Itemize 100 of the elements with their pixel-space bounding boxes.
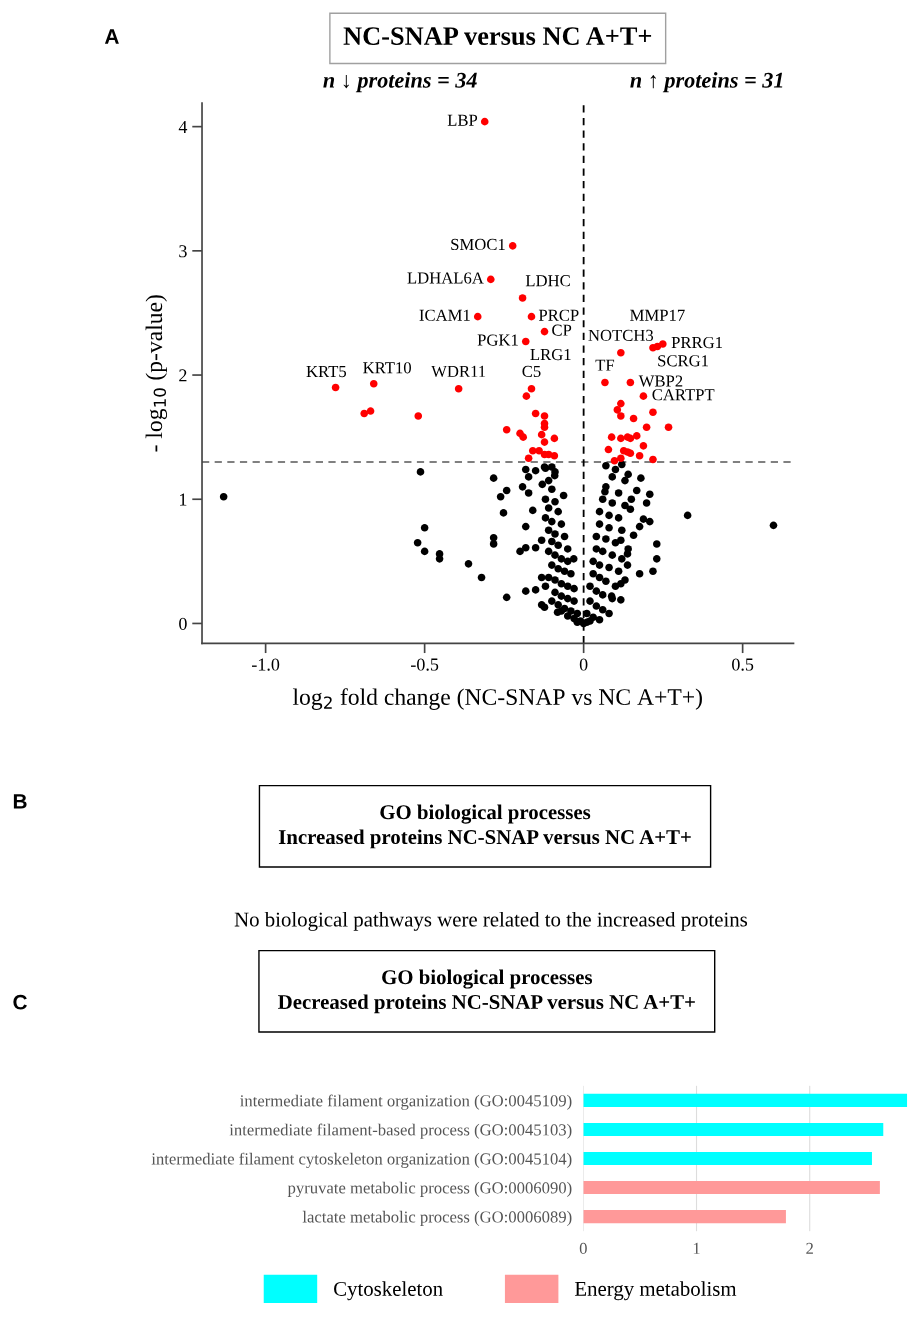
x-tick-label: 0 xyxy=(579,1242,587,1255)
point xyxy=(617,348,625,357)
point xyxy=(550,451,559,460)
point xyxy=(518,294,527,302)
annotation: KRT5 xyxy=(306,366,347,378)
point xyxy=(502,425,511,434)
annotation: SMOC1 xyxy=(451,238,505,251)
point xyxy=(360,409,369,418)
point xyxy=(540,327,549,336)
y-tick-label: 4 xyxy=(178,121,188,133)
x-tick-label: 0.5 xyxy=(732,658,754,671)
text: B xyxy=(13,794,27,809)
y-tick-label: lactate metabolic process (GO:0006089) xyxy=(302,1210,572,1226)
point xyxy=(617,412,625,420)
annotation: ICAM1 xyxy=(419,309,470,321)
x-tick-label: 0 xyxy=(579,658,588,671)
point xyxy=(508,242,517,250)
point xyxy=(473,312,482,321)
point xyxy=(617,399,625,408)
annotation: NOTCH3 xyxy=(588,329,654,341)
point xyxy=(550,434,559,443)
y-tick-label: 3 xyxy=(179,245,187,258)
annotation: C5 xyxy=(522,365,541,377)
y-tick-label: 2 xyxy=(179,369,187,382)
y-tick-label: intermediate filament organization (GO:0045109) xyxy=(240,1094,572,1110)
annotation: LBP xyxy=(447,114,478,126)
text: A xyxy=(104,29,119,44)
point xyxy=(632,432,641,440)
annotation: WBP2 xyxy=(638,375,683,387)
chart-title: NC-SNAP versus NC A+T+ xyxy=(343,27,652,46)
text: No biological pathways were related to the increased proteins xyxy=(234,911,748,931)
point xyxy=(629,414,638,423)
point xyxy=(414,412,423,420)
legend-label: Cytoskeleton xyxy=(334,1281,443,1301)
point xyxy=(331,383,340,392)
point xyxy=(649,408,657,417)
annotation: LDHC xyxy=(525,275,570,287)
point xyxy=(527,312,536,321)
chart-title: GO biological processes Decreased proteins NC-SNAP versus NC A+T+ xyxy=(278,969,695,1014)
y-tick-label: intermediate filament-based process (GO:0045103) xyxy=(229,1123,572,1139)
point xyxy=(664,423,673,432)
point xyxy=(601,378,609,387)
x-tick-label: -0.5 xyxy=(411,658,439,671)
annotation: PRCP xyxy=(538,309,579,321)
point xyxy=(528,447,537,455)
point xyxy=(649,455,657,464)
annotation: LRG1 xyxy=(530,348,571,361)
point xyxy=(524,454,533,463)
x-tick-label: -1.0 xyxy=(252,658,280,671)
point xyxy=(366,407,375,415)
annotation: LDHAL6A xyxy=(407,272,484,284)
annotation: SCRG1 xyxy=(658,355,708,367)
text: GO biological processes Increased proteins NC-SNAP versus NC A+T+ xyxy=(278,804,691,849)
point xyxy=(519,433,528,441)
annotation: CP xyxy=(552,324,572,336)
point xyxy=(639,392,648,400)
point xyxy=(537,430,546,439)
point xyxy=(617,454,625,463)
point xyxy=(540,438,549,446)
y-tick-label: 1 xyxy=(180,493,187,506)
y-tick-label: intermediate filament cytoskeleton organization (GO:0045104) xyxy=(151,1152,572,1168)
annotation: PGK1 xyxy=(477,334,518,346)
bar xyxy=(583,1210,786,1224)
y-tick-label: pyruvate metabolic process (GO:0006090) xyxy=(287,1181,572,1197)
point xyxy=(613,406,622,414)
point xyxy=(486,275,495,284)
annotation: MMP17 xyxy=(630,309,685,321)
point xyxy=(480,117,489,126)
annotation: TF xyxy=(595,359,615,371)
point xyxy=(639,442,648,450)
text: n ↑ proteins = 31 xyxy=(630,72,783,93)
point xyxy=(626,378,635,387)
point xyxy=(522,392,531,400)
legend-label: Energy metabolism xyxy=(574,1281,737,1301)
y-tick-label: 0 xyxy=(179,617,187,630)
point xyxy=(521,337,530,346)
point xyxy=(642,423,651,432)
point xyxy=(617,434,625,443)
point xyxy=(454,384,463,393)
point xyxy=(635,451,644,460)
point xyxy=(604,445,613,454)
y-axis-title: - log$_{10}$ (p-value) xyxy=(145,295,168,452)
point xyxy=(531,409,540,418)
bar xyxy=(583,1151,872,1166)
point xyxy=(607,433,616,441)
annotation: WDR11 xyxy=(431,365,486,378)
annotation: CARTPT xyxy=(652,389,715,401)
text: C xyxy=(13,994,27,1010)
point xyxy=(659,340,667,348)
annotation: KRT10 xyxy=(363,362,411,374)
point xyxy=(610,456,619,465)
point xyxy=(535,447,543,455)
bar xyxy=(583,1122,884,1136)
x-tick-label: 2 xyxy=(806,1242,813,1254)
x-tick-label: 1 xyxy=(693,1242,700,1254)
x-axis-title: log$_{2}$ fold change (NC-SNAP vs NC A+T+) xyxy=(292,688,702,710)
point xyxy=(527,384,536,393)
bar xyxy=(583,1093,908,1107)
point xyxy=(540,412,549,420)
point xyxy=(369,379,378,388)
